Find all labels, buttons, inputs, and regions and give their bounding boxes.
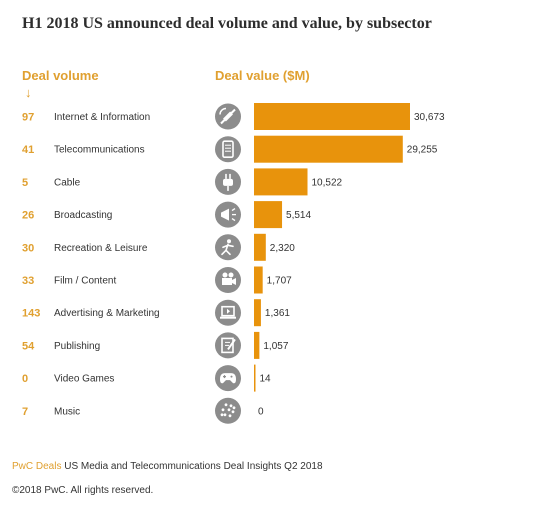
deal-value-label: 30,673 [414, 112, 445, 123]
deal-value-label: 1,057 [263, 341, 288, 352]
deal-value-label: 5,514 [286, 210, 311, 221]
laptop-icon [215, 299, 241, 326]
running-person-icon [215, 234, 241, 261]
category-label: Music [54, 406, 80, 417]
source-footer: PwC Deals US Media and Telecommunication… [12, 461, 323, 472]
chart-title: H1 2018 US announced deal volume and val… [22, 15, 432, 32]
deal-value-label: 2,320 [270, 243, 295, 254]
megaphone-icon [215, 201, 241, 228]
deal-value-header: Deal value ($M) [215, 68, 310, 83]
deal-volume-header: Deal volume [22, 68, 99, 83]
copyright-footer: ©2018 PwC. All rights reserved. [12, 485, 154, 496]
category-label: Film / Content [54, 276, 116, 287]
footer-brand: PwC Deals [12, 461, 62, 472]
deal-volume-label: 97 [22, 112, 34, 124]
deal-value-bar [254, 168, 308, 196]
category-label: Broadcasting [54, 210, 112, 221]
writing-pad-icon [215, 332, 241, 359]
category-label: Telecommunications [54, 145, 145, 156]
deal-value-bar [254, 331, 260, 359]
deal-volume-label: 26 [22, 210, 34, 222]
footer-source-text: US Media and Telecommunications Deal Ins… [61, 461, 323, 472]
deal-value-bar [254, 266, 263, 294]
deal-volume-label: 143 [22, 308, 40, 320]
category-label: Video Games [54, 374, 114, 385]
game-controller-icon [215, 365, 241, 392]
deal-value-bar [254, 299, 261, 327]
category-label: Recreation & Leisure [54, 243, 148, 254]
deal-volume-label: 30 [22, 242, 34, 254]
category-label: Internet & Information [54, 112, 150, 123]
deal-volume-label: 41 [22, 144, 34, 156]
deal-value-bar [254, 233, 266, 261]
deal-value-label: 29,255 [407, 145, 438, 156]
deal-value-bar [254, 135, 403, 163]
category-label: Advertising & Marketing [54, 308, 160, 319]
deal-value-label: 14 [260, 374, 272, 385]
deal-value-label: 1,361 [265, 308, 290, 319]
film-projector-icon [215, 267, 241, 293]
deal-value-label: 1,707 [267, 276, 292, 287]
deal-volume-label: 33 [22, 275, 34, 287]
sort-down-arrow-icon: ↓ [25, 85, 32, 100]
deal-volume-label: 5 [22, 177, 28, 189]
satellite-icon [215, 103, 241, 130]
deal-volume-label: 54 [22, 340, 35, 352]
deal-value-label: 10,522 [312, 177, 343, 188]
mobile-phone-icon [215, 136, 241, 163]
power-plug-icon [215, 168, 241, 195]
deal-value-bar [254, 103, 410, 130]
deal-value-bar [254, 201, 283, 229]
deal-value-label: 0 [258, 406, 264, 417]
deal-volume-label: 7 [22, 406, 28, 418]
category-label: Publishing [54, 341, 100, 352]
deal-value-bar [254, 364, 256, 392]
category-label: Cable [54, 177, 81, 188]
chart-area: 97 Internet & Information 30,673 41 Telecomm… [22, 103, 445, 424]
music-dots-icon [215, 397, 241, 424]
deal-volume-label: 0 [22, 373, 28, 385]
